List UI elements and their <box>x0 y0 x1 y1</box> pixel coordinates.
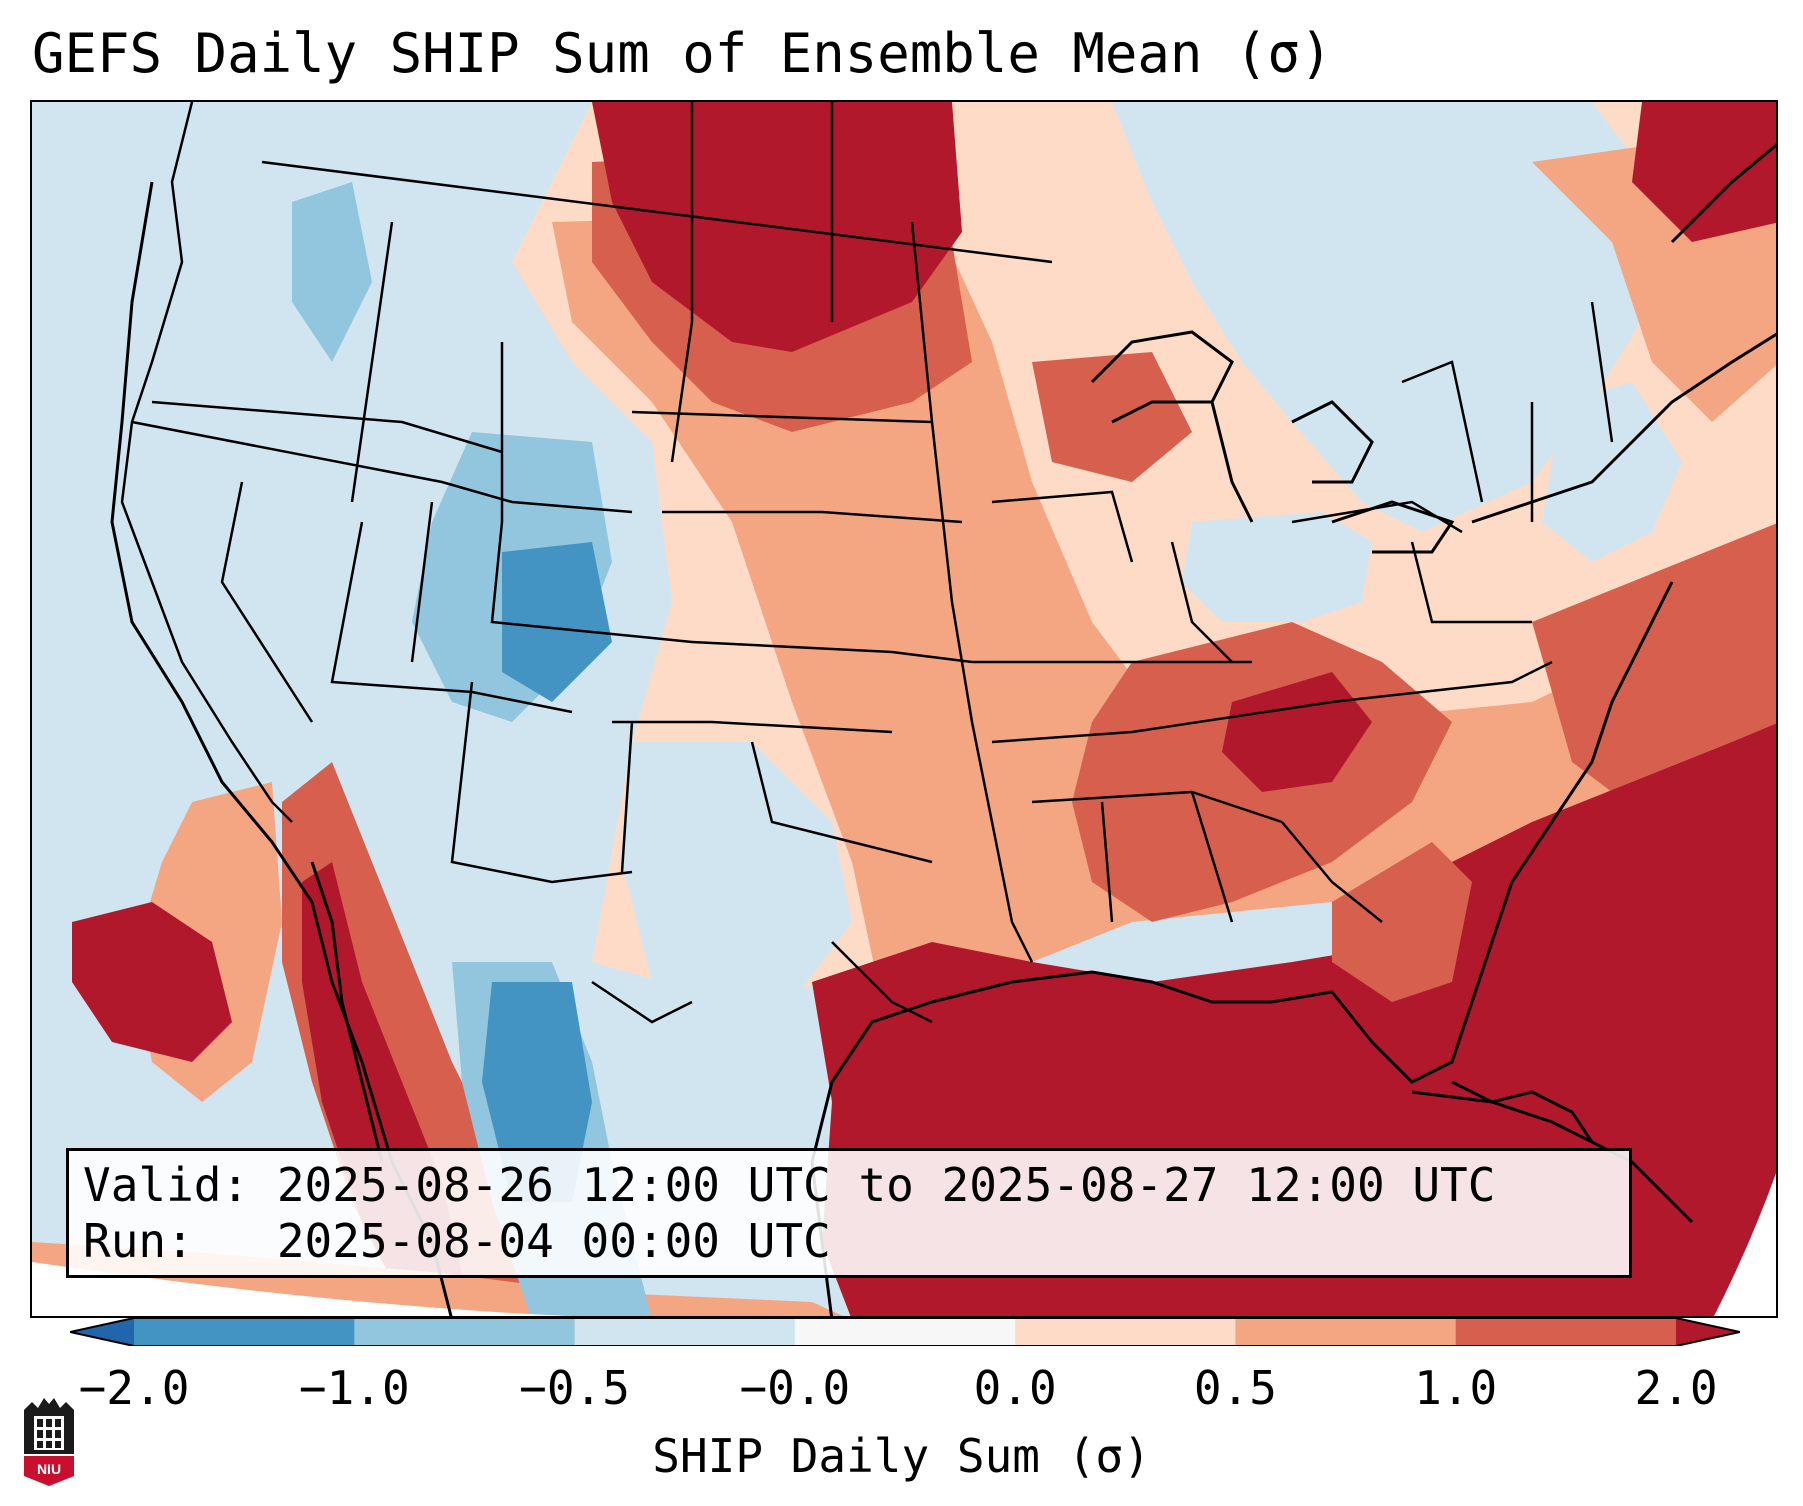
colorbar-tick-label: −2.0 <box>78 1361 190 1415</box>
colorbar <box>70 1318 1740 1346</box>
colorbar-tick-label: 2.0 <box>1634 1361 1718 1415</box>
colorbar-tick-label: −0.0 <box>739 1361 851 1415</box>
niu-logo: NIU <box>24 1398 74 1486</box>
colorbar-tick-label: −0.5 <box>519 1361 630 1415</box>
colorbar-bin <box>794 1318 1016 1346</box>
map-panel <box>30 100 1778 1318</box>
colorbar-bin <box>574 1318 796 1346</box>
run-time-text: Run: 2025-08-04 00:00 UTC <box>83 1214 831 1268</box>
colorbar-tick-label: 0.5 <box>1193 1361 1277 1415</box>
valid-time-text: Valid: 2025-08-26 12:00 UTC to 2025-08-2… <box>83 1158 1496 1212</box>
state-borders <box>120 102 1614 1024</box>
colorbar-bin <box>1235 1318 1457 1346</box>
niu-logo-text: NIU <box>37 1461 61 1477</box>
info-box: Valid: 2025-08-26 12:00 UTC to 2025-08-2… <box>66 1148 1632 1278</box>
colorbar-bin <box>1015 1318 1236 1346</box>
colorbar-label: SHIP Daily Sum (σ) <box>652 1429 1151 1483</box>
colorbar-tick-label: 1.0 <box>1414 1361 1498 1415</box>
colorbar-tick-label: −1.0 <box>298 1361 410 1415</box>
colorbar-bin <box>134 1318 355 1346</box>
colorbar-tick-label: 0.0 <box>973 1361 1057 1415</box>
colorbar-extend-min <box>70 1318 134 1346</box>
colorbar-extend-max <box>1676 1318 1740 1346</box>
map-canvas <box>32 102 1776 1316</box>
colorbar-bin <box>1455 1318 1677 1346</box>
coastlines <box>110 143 1776 1316</box>
map-title: GEFS Daily SHIP Sum of Ensemble Mean (σ) <box>32 22 1333 85</box>
colorbar-bin <box>354 1318 576 1346</box>
